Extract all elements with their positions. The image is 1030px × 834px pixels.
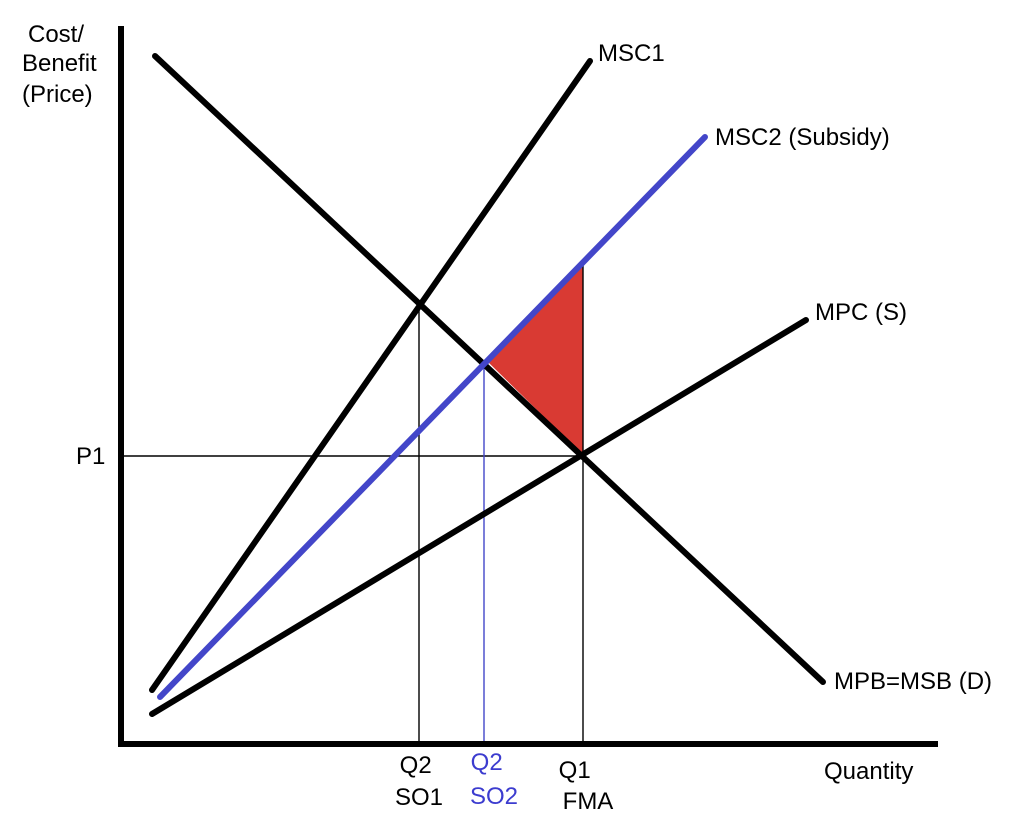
mpc-label: MPC (S): [815, 299, 907, 326]
y-axis-label-line-2: Benefit: [22, 50, 97, 77]
deadweight-loss-triangle: [488, 262, 583, 455]
q2-so1-label: Q2 SO1: [395, 752, 443, 811]
q1-fma-label-line-1: Q1: [559, 757, 591, 784]
q1-fma-label-line-2: FMA: [563, 788, 614, 815]
y-axis-label-line-1: Cost/: [28, 21, 84, 48]
y-axis-label: Cost/ Benefit (Price): [22, 21, 103, 108]
x-axis-label: Quantity: [824, 758, 913, 785]
q2-so1-label-line-1: Q2: [400, 752, 432, 779]
q2-so2-label-line-1: Q2: [471, 749, 503, 776]
mpc-curve: [149, 317, 809, 717]
msc2-label: MSC2 (Subsidy): [715, 124, 890, 151]
msc2-curve: [157, 134, 708, 700]
demand-curve: [152, 53, 826, 685]
msc1-label: MSC1: [598, 40, 665, 67]
q2-so2-label-line-2: SO2: [470, 783, 518, 810]
q2-so1-label-line-2: SO1: [395, 784, 443, 811]
y-axis-label-line-3: (Price): [22, 81, 93, 108]
q2-so2-label: Q2 SO2: [470, 749, 518, 810]
q1-fma-label: Q1 FMA: [559, 757, 614, 815]
p1-label: P1: [76, 443, 105, 470]
msc1-curve: [149, 58, 593, 693]
demand-label: MPB=MSB (D): [834, 668, 992, 695]
